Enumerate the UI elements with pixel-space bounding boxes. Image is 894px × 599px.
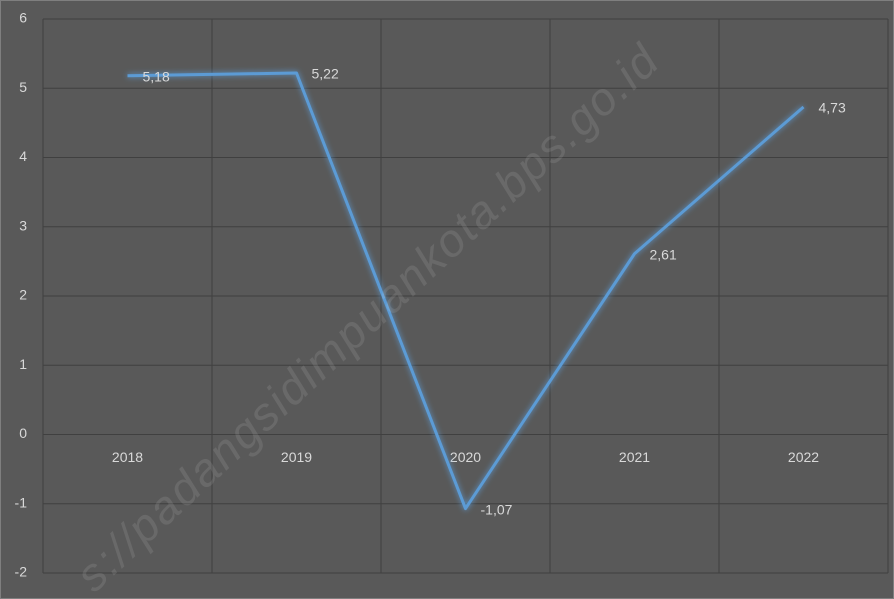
x-tick-label: 2021 [619, 449, 650, 465]
data-label: 2,61 [650, 246, 677, 262]
y-tick-label: 2 [19, 287, 27, 303]
y-tick-label: 3 [19, 217, 27, 233]
y-tick-label: 4 [19, 148, 27, 164]
data-label: 4,73 [819, 100, 846, 116]
x-tick-label: 2019 [281, 449, 312, 465]
y-tick-label: 6 [19, 10, 27, 26]
y-tick-label: 1 [19, 356, 27, 372]
x-tick-label: 2022 [788, 449, 819, 465]
y-tick-label: -2 [15, 564, 28, 580]
y-tick-label: -1 [15, 494, 28, 510]
data-label: -1,07 [481, 501, 513, 517]
x-tick-label: 2020 [450, 449, 481, 465]
line-series [127, 71, 805, 511]
data-label: 5,22 [312, 66, 339, 82]
y-tick-label: 0 [19, 425, 27, 441]
data-label: 5,18 [143, 68, 170, 84]
y-tick-label: 5 [19, 79, 27, 95]
x-tick-label: 2018 [112, 449, 143, 465]
